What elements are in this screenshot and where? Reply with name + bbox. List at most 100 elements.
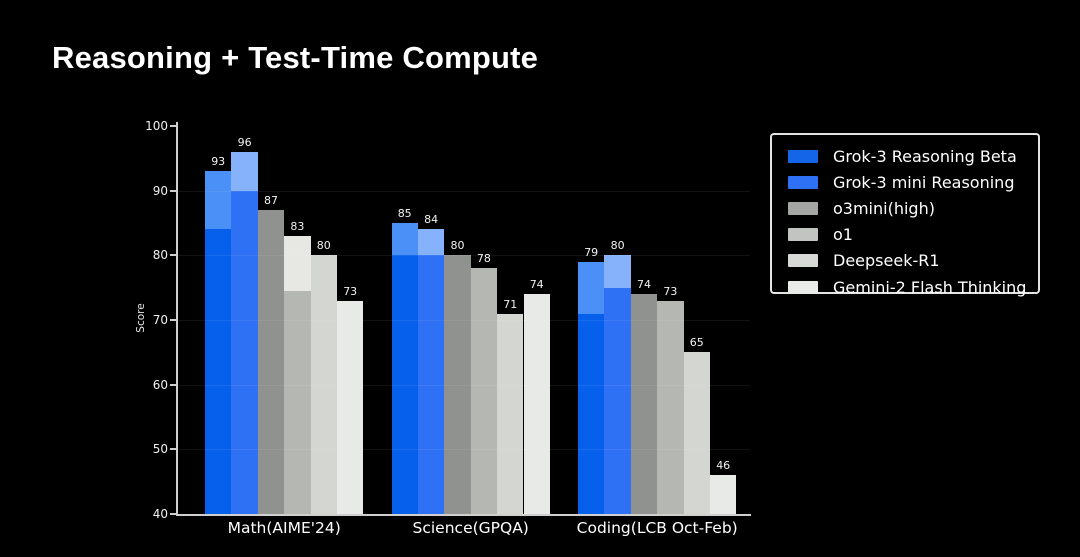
y-tick-label: 40 xyxy=(152,507,168,521)
bar-segment-shaded xyxy=(578,261,605,314)
legend-label: Grok-3 mini Reasoning xyxy=(833,172,1015,192)
bar-segment-solid xyxy=(710,475,737,514)
bar-segment-solid xyxy=(683,352,710,514)
y-tick-mark xyxy=(170,319,176,321)
y-tick-label: 50 xyxy=(152,442,168,457)
gridline xyxy=(178,255,750,257)
bar-segment-solid xyxy=(337,300,364,514)
x-tick-label: Coding(LCB Oct-Feb) xyxy=(576,519,738,537)
bar xyxy=(417,229,445,514)
bar xyxy=(683,352,710,514)
legend-swatch xyxy=(788,254,818,268)
y-tick-mark xyxy=(170,254,176,257)
bar-value-label: 71 xyxy=(503,297,518,311)
legend-label: Grok-3 Reasoning Beta xyxy=(833,146,1017,166)
bar-segment-solid xyxy=(417,255,445,514)
page-title: Reasoning + Test-Time Compute xyxy=(52,40,539,75)
gridline xyxy=(178,384,750,386)
legend-row: Grok-3 mini Reasoning xyxy=(788,169,1038,195)
bar-segment-solid xyxy=(231,190,258,514)
bar-segment-shaded xyxy=(205,171,232,230)
bar xyxy=(337,300,364,514)
legend-swatch xyxy=(788,280,818,294)
bar-segment-solid xyxy=(497,313,524,514)
bar xyxy=(710,475,737,514)
bar-value-label: 74 xyxy=(529,278,544,292)
bar xyxy=(604,255,631,514)
legend-row: Gemini-2 Flash Thinking xyxy=(788,274,1038,300)
y-tick-mark xyxy=(170,189,176,192)
bar-segment-solid xyxy=(523,294,550,514)
gridline xyxy=(178,190,750,192)
bar-value-label: 80 xyxy=(610,239,625,253)
y-tick-label: 80 xyxy=(152,248,168,263)
bar xyxy=(657,300,684,514)
bar-segment-solid xyxy=(257,210,285,514)
bar xyxy=(630,294,658,514)
bar-value-label: 80 xyxy=(316,239,331,253)
y-tick-mark xyxy=(170,383,176,386)
legend-row: o1 xyxy=(788,222,1038,248)
legend: Grok-3 Reasoning Beta Grok-3 mini Reasoni… xyxy=(770,133,1040,297)
bar-segment-solid xyxy=(284,290,311,514)
bar-segment-shaded xyxy=(604,255,631,288)
bar xyxy=(284,235,311,514)
gridline xyxy=(178,449,750,451)
bar-value-label: 84 xyxy=(424,213,439,227)
bar xyxy=(310,255,337,514)
bar-value-label: 65 xyxy=(689,336,704,350)
bar-segment-solid xyxy=(470,268,498,514)
bar-value-label: 78 xyxy=(476,252,491,266)
x-tick-label: Science(GPQA) xyxy=(412,519,529,537)
legend-row: o3mini(high) xyxy=(788,195,1038,221)
bar-value-label: 46 xyxy=(716,459,731,473)
bar-segment-solid xyxy=(310,255,337,514)
bar xyxy=(470,268,498,514)
bar-value-label: 87 xyxy=(263,194,278,208)
bar xyxy=(497,313,524,514)
bar-value-label: 85 xyxy=(397,207,412,220)
bar-segment-solid xyxy=(657,300,684,514)
x-axis-spine xyxy=(176,514,751,516)
legend-label: Deepseek-R1 xyxy=(833,251,940,271)
gridline xyxy=(178,320,750,321)
bar xyxy=(578,261,605,514)
y-tick-label: 60 xyxy=(152,377,168,392)
legend-row: Deepseek-R1 xyxy=(788,248,1038,274)
bar-value-label: 79 xyxy=(584,245,599,259)
bar-segment-solid xyxy=(205,229,232,514)
legend-swatch xyxy=(788,228,818,242)
bar-segment-shaded xyxy=(284,235,311,291)
bar-segment-solid xyxy=(391,255,418,514)
bar-value-label: 93 xyxy=(211,155,226,169)
bar-value-label: 73 xyxy=(343,284,358,298)
bar xyxy=(205,171,232,514)
bar-segment-shaded xyxy=(391,223,418,256)
bar-value-label: 80 xyxy=(450,239,465,253)
bar-segment-solid xyxy=(578,313,605,514)
bar-value-label: 96 xyxy=(237,135,252,149)
bar xyxy=(444,255,471,514)
legend-row: Grok-3 Reasoning Beta xyxy=(788,143,1038,169)
y-tick-mark xyxy=(170,513,176,515)
y-tick-label: 100 xyxy=(145,119,168,133)
bar-segment-solid xyxy=(604,287,631,514)
bar xyxy=(523,294,550,514)
bar-segment-shaded xyxy=(417,229,445,256)
y-tick-label: 70 xyxy=(152,313,168,327)
bar-segment-shaded xyxy=(231,151,258,191)
y-tick-label: 90 xyxy=(152,183,168,198)
y-axis-spine xyxy=(176,122,178,516)
legend-label: Gemini-2 Flash Thinking xyxy=(833,277,1027,297)
y-tick-mark xyxy=(170,448,176,451)
bar xyxy=(231,151,258,514)
bar-value-label: 73 xyxy=(663,284,678,298)
legend-label: o3mini(high) xyxy=(833,198,935,218)
bar xyxy=(391,223,418,514)
y-tick-mark xyxy=(170,125,176,127)
bar xyxy=(257,210,285,514)
bar-segment-solid xyxy=(630,294,658,514)
legend-label: o1 xyxy=(833,225,853,245)
legend-swatch xyxy=(788,149,818,163)
bar-segment-solid xyxy=(444,255,471,514)
